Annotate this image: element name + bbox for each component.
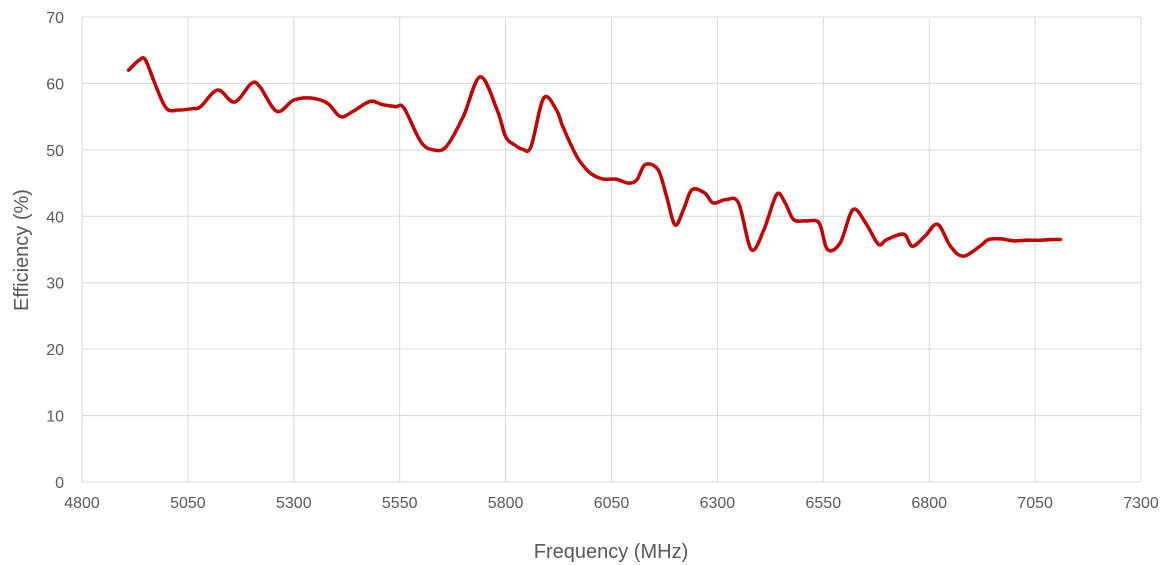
y-axis-title: Efficiency (%) — [11, 189, 33, 311]
y-tick-label: 50 — [46, 143, 64, 160]
x-tick-label: 5800 — [488, 495, 524, 512]
y-tick-label: 40 — [46, 209, 64, 226]
x-tick-label: 7300 — [1123, 495, 1159, 512]
x-tick-label: 5300 — [276, 495, 312, 512]
y-tick-label: 0 — [55, 475, 64, 492]
grid-lines — [81, 16, 1142, 483]
y-tick-label: 60 — [46, 76, 64, 93]
x-tick-labels: 4800 5050 5300 5550 5800 6050 6300 6550 6800 7050… — [64, 495, 1159, 512]
x-tick-label: 4800 — [64, 495, 100, 512]
x-tick-label: 6050 — [594, 495, 630, 512]
y-tick-label: 70 — [46, 10, 64, 27]
x-tick-label: 5550 — [382, 495, 418, 512]
x-tick-label: 6550 — [806, 495, 842, 512]
x-tick-label: 5050 — [170, 495, 206, 512]
x-tick-label: 6800 — [911, 495, 947, 512]
series-group — [126, 56, 1063, 258]
x-tick-label: 6300 — [700, 495, 736, 512]
y-tick-labels: 0 10 20 30 40 50 60 70 — [46, 10, 64, 492]
x-axis-title: Frequency (MHz) — [534, 541, 688, 563]
x-tick-label: 7050 — [1017, 495, 1053, 512]
y-tick-label: 20 — [46, 342, 64, 359]
y-tick-label: 30 — [46, 276, 64, 293]
series-line-0 — [126, 56, 1063, 258]
y-tick-label: 10 — [46, 409, 64, 426]
